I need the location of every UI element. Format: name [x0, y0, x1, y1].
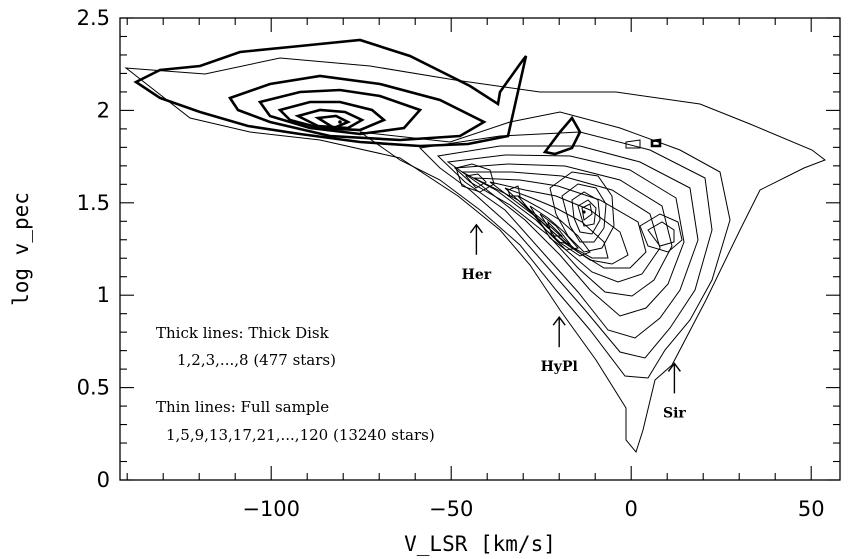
- thin-contour: [539, 213, 572, 245]
- annotation-her: Her: [462, 223, 492, 283]
- x-tick-label: 0: [625, 497, 638, 521]
- annotations: Her HyPl Sir: [462, 223, 686, 421]
- x-ticks: −100 −50 0 50: [126, 18, 825, 521]
- thick-contour: [542, 115, 582, 156]
- arrow-head: [552, 316, 566, 326]
- thin-contour: [625, 139, 641, 149]
- thin-contour: [446, 154, 685, 317]
- thin-contour: [489, 181, 629, 265]
- thin-contour: [549, 171, 615, 253]
- thick-contour: [227, 74, 487, 142]
- annotation-label: Sir: [663, 405, 686, 421]
- thin-contour: [529, 205, 579, 251]
- thin-contour: [359, 111, 731, 379]
- annotation-sir: Sir: [663, 362, 686, 421]
- thick-contour: [294, 108, 365, 130]
- thin-contour: [436, 145, 699, 339]
- legend-thick-levels: 1,2,3,...,8 (477 stars): [177, 351, 336, 369]
- y-tick-label: 0.5: [77, 376, 110, 400]
- annotation-hypl: HyPl: [541, 316, 578, 375]
- thin-contour: [577, 199, 597, 227]
- thick-contour: [277, 100, 387, 132]
- thin-contour: [504, 187, 609, 259]
- thick-contours: [133, 38, 662, 156]
- thin-contour: [455, 163, 495, 193]
- thin-contour: [418, 131, 713, 359]
- legend-thin-title: Thin lines: Full sample: [156, 398, 329, 416]
- y-tick-label: 1: [97, 283, 110, 307]
- thin-contour: [647, 221, 675, 247]
- thin-contour: [546, 220, 564, 237]
- arrow-head: [667, 362, 681, 372]
- thin-contour: [561, 183, 607, 243]
- x-axis-title: V_LSR [km/s]: [404, 532, 556, 556]
- x-tick-label: −50: [429, 497, 473, 521]
- thin-contours: [124, 57, 827, 454]
- legend-thin-levels: 1,5,9,13,17,21,...,120 (13240 stars): [166, 426, 435, 444]
- thick-contour: [650, 138, 662, 148]
- thin-contour: [581, 203, 593, 221]
- arrow-head: [469, 223, 483, 234]
- thick-contour: [257, 88, 423, 136]
- thin-contour: [639, 213, 683, 253]
- thin-contour: [461, 171, 661, 283]
- thick-contour: [133, 38, 528, 148]
- annotation-label: Her: [462, 267, 492, 283]
- y-tick-label: 0: [97, 468, 110, 492]
- thin-contour: [465, 173, 487, 189]
- thick-peak-dot: [338, 120, 342, 124]
- legend-thick-title: Thick lines: Thick Disk: [156, 324, 330, 342]
- thin-peak-dot: [582, 210, 586, 214]
- thin-contour: [453, 163, 673, 297]
- y-tick-label: 2.5: [77, 6, 110, 30]
- y-ticks: 0 0.5 1 1.5 2 2.5: [77, 6, 840, 492]
- thin-contour: [571, 191, 601, 235]
- plot-frame: [119, 17, 841, 481]
- x-tick-label: 50: [798, 497, 825, 521]
- annotation-label: HyPl: [541, 359, 578, 375]
- thick-contour: [314, 114, 352, 130]
- y-axis-title: log v_pec: [9, 192, 33, 306]
- thin-contour: [507, 185, 521, 197]
- thin-contour: [124, 57, 827, 454]
- y-tick-label: 1.5: [77, 191, 110, 215]
- x-tick-label: −100: [242, 497, 300, 521]
- y-tick-label: 2: [97, 98, 110, 122]
